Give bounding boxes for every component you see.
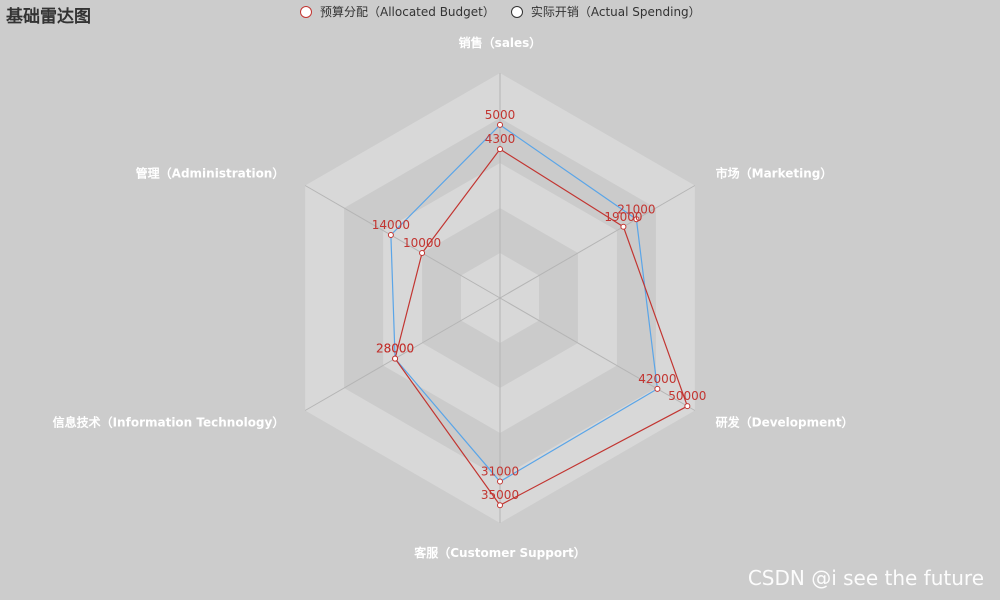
data-point-budget — [684, 403, 691, 410]
chart-title: 基础雷达图 — [6, 7, 91, 27]
watermark: CSDN @i see the future — [747, 566, 984, 590]
data-label-actual: 28000 — [376, 342, 414, 356]
legend-label-actual: 实际开销（Actual Spending） — [530, 5, 701, 19]
legend: 预算分配（Allocated Budget） 实际开销（Actual Spend… — [300, 3, 701, 20]
data-label-budget: 19000 — [604, 210, 642, 224]
axis-name: 市场（Marketing） — [716, 166, 833, 181]
radar-axis-line — [499, 185, 696, 299]
data-label-actual: 14000 — [372, 218, 410, 232]
axis-name: 销售（sales） — [459, 35, 542, 50]
data-point-budget — [497, 502, 503, 509]
axis-name: 客服（Customer Support） — [413, 545, 585, 560]
data-label-actual: 21000 — [617, 202, 655, 216]
axis-name: 管理（Administration） — [136, 166, 285, 181]
data-point-actual — [497, 478, 503, 485]
data-point-actual — [654, 385, 661, 392]
data-point-budget — [392, 355, 399, 362]
radar-axis-line — [499, 297, 696, 411]
data-label-budget: 4300 — [485, 132, 516, 146]
axis-name: 研发（Development） — [716, 415, 854, 430]
legend-marker-actual — [510, 5, 523, 18]
legend-marker-budget — [300, 5, 312, 18]
data-label-budget: 50000 — [668, 389, 706, 403]
data-point-actual — [633, 216, 640, 223]
data-point-actual — [387, 232, 394, 238]
data-label-budget: 35000 — [481, 488, 519, 502]
data-label-actual: 31000 — [481, 465, 519, 479]
legend-item-budget[interactable]: 预算分配（Allocated Budget） — [300, 3, 495, 20]
data-point-budget — [419, 250, 426, 256]
legend-item-actual[interactable]: 实际开销（Actual Spending） — [510, 3, 701, 20]
data-point-budget — [620, 223, 627, 230]
data-label-actual: 42000 — [638, 372, 676, 386]
radar-axis-line — [304, 185, 501, 299]
data-point-budget — [497, 146, 503, 153]
legend-label-budget: 预算分配（Allocated Budget） — [320, 5, 495, 19]
axis-name: 信息技术（Information Technology） — [53, 415, 285, 430]
data-point-actual — [497, 121, 503, 128]
data-label-budget: 10000 — [403, 236, 441, 250]
radar-axis-line — [304, 297, 501, 411]
data-label-budget: 28000 — [376, 342, 414, 356]
data-label-actual: 5000 — [485, 108, 516, 122]
